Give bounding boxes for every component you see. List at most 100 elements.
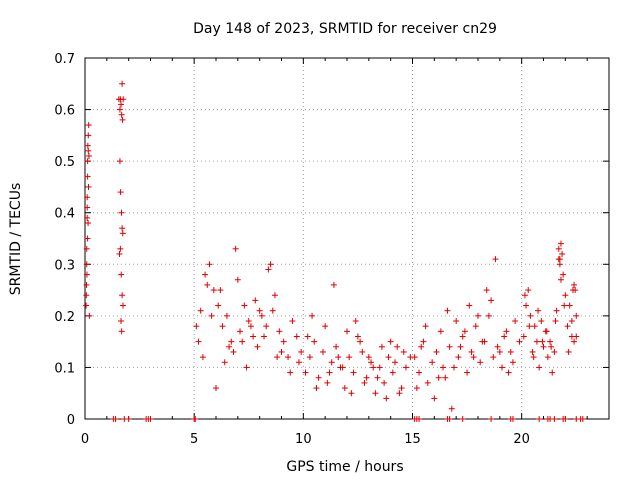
data-point [210, 287, 217, 294]
data-point [521, 292, 528, 299]
data-point [477, 359, 484, 366]
data-point [241, 302, 248, 309]
data-point [324, 379, 331, 386]
data-point [533, 338, 540, 345]
data-point [271, 292, 278, 299]
data-point [278, 348, 285, 355]
data-point [330, 281, 337, 288]
data-point [350, 369, 357, 376]
data-point [119, 230, 126, 237]
data-point [422, 323, 429, 330]
data-point [446, 343, 453, 350]
data-point [83, 261, 90, 268]
data-point [285, 354, 292, 361]
y-tick-label: 0.3 [54, 258, 75, 273]
data-point [118, 101, 125, 108]
data-points [83, 80, 586, 422]
data-point [468, 348, 475, 355]
data-point [120, 96, 127, 103]
data-point [85, 152, 92, 159]
data-point [488, 297, 495, 304]
y-axis-label: SRMTID / TECUs [8, 183, 24, 296]
data-point [378, 343, 385, 350]
data-point [363, 374, 370, 381]
data-point [485, 312, 492, 319]
data-point [555, 245, 562, 252]
data-point [573, 312, 580, 319]
data-point [250, 333, 257, 340]
data-point [118, 209, 125, 216]
data-point [572, 287, 579, 294]
data-point [346, 354, 353, 361]
data-point [470, 354, 477, 361]
data-point [429, 359, 436, 366]
data-point [213, 385, 219, 392]
data-point [267, 261, 274, 268]
data-point [322, 323, 329, 330]
data-point [112, 416, 119, 422]
data-point [424, 379, 431, 386]
data-point [230, 348, 237, 355]
data-point [86, 312, 93, 319]
chart-title: Day 148 of 2023, SRMTID for receiver cn2… [193, 21, 497, 37]
data-point [392, 359, 399, 366]
data-point [333, 343, 340, 350]
data-point [494, 343, 501, 350]
data-point [116, 106, 123, 113]
data-point [269, 307, 276, 314]
data-point [538, 318, 545, 325]
data-point [431, 395, 438, 402]
data-point [119, 292, 126, 299]
data-point [565, 348, 572, 355]
data-point [302, 369, 309, 376]
data-point [85, 183, 92, 190]
data-point [536, 364, 543, 371]
data-point [254, 343, 261, 350]
data-point [516, 338, 523, 345]
data-point [359, 348, 366, 355]
axis-ticks: 0 0.1 0.2 0.3 0.4 0.5 0.6 0.7 0 5 10 15 20 [54, 52, 610, 447]
data-point [568, 318, 575, 325]
data-point [287, 369, 294, 376]
data-point [381, 379, 388, 386]
data-point [385, 354, 392, 361]
data-point [83, 292, 90, 299]
data-point [223, 312, 230, 319]
data-point [472, 323, 479, 330]
data-point [274, 354, 281, 361]
data-point [319, 348, 326, 355]
data-point [416, 369, 423, 376]
data-point [402, 364, 409, 371]
data-point [457, 343, 464, 350]
data-point [557, 240, 564, 247]
x-axis-label: GPS time / hours [286, 459, 403, 475]
data-point [512, 318, 519, 325]
data-point [295, 359, 302, 366]
data-point [490, 354, 497, 361]
y-tick-label: 0.1 [54, 361, 75, 376]
data-point [374, 374, 381, 381]
data-point [579, 416, 586, 422]
data-point [335, 354, 342, 361]
data-point [442, 374, 449, 381]
data-point [280, 338, 287, 345]
data-point [116, 158, 123, 165]
data-point [195, 338, 202, 345]
data-point [352, 318, 359, 325]
data-point [503, 328, 510, 335]
data-point [245, 318, 252, 325]
data-point [556, 261, 563, 268]
data-point [507, 348, 514, 355]
data-point [413, 385, 420, 392]
data-point [496, 348, 503, 355]
x-tick-label: 5 [190, 432, 198, 447]
data-point [361, 379, 368, 386]
data-point [315, 374, 322, 381]
y-tick-label: 0.7 [54, 52, 75, 67]
data-point [339, 364, 346, 371]
data-point [544, 354, 551, 361]
data-point [547, 338, 554, 345]
data-point [118, 328, 125, 335]
